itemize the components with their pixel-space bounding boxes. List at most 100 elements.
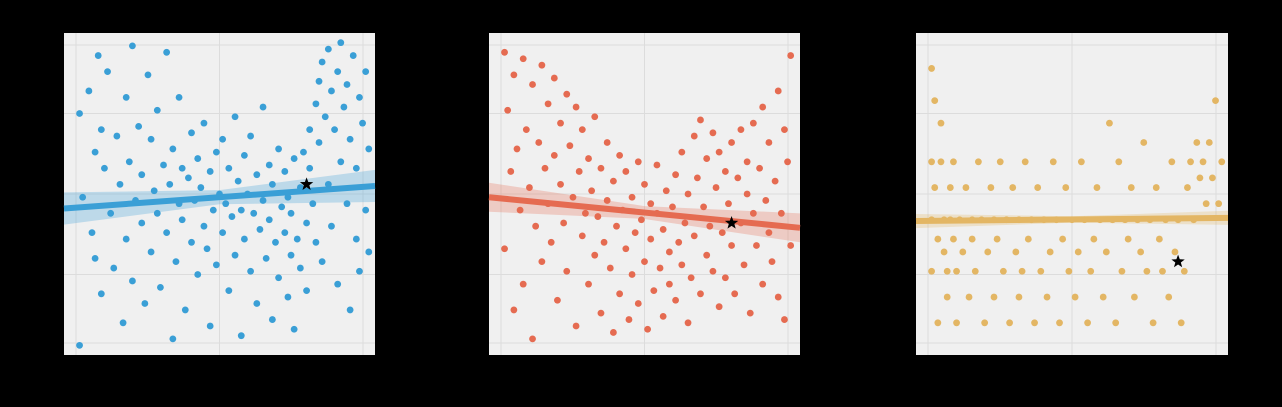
data-point xyxy=(181,306,189,314)
data-point xyxy=(550,151,558,159)
data-point xyxy=(157,283,164,291)
data-point xyxy=(510,71,518,79)
data-point xyxy=(984,248,992,256)
data-point xyxy=(315,139,323,146)
data-point xyxy=(318,58,326,66)
data-point xyxy=(501,48,508,56)
data-point xyxy=(290,325,298,333)
data-point xyxy=(206,322,214,330)
data-point xyxy=(104,68,111,76)
data-point xyxy=(510,306,518,314)
data-point xyxy=(352,164,360,172)
data-point xyxy=(1021,158,1029,166)
data-point xyxy=(188,238,195,246)
data-point xyxy=(290,155,298,162)
data-point xyxy=(1102,248,1110,256)
data-point xyxy=(993,235,1001,243)
data-point xyxy=(144,71,152,79)
data-point xyxy=(324,45,332,53)
data-point xyxy=(637,216,645,224)
data-point xyxy=(765,139,773,146)
data-point xyxy=(318,258,326,266)
data-point xyxy=(659,312,667,320)
data-point xyxy=(1202,200,1210,208)
data-point xyxy=(247,267,255,275)
data-point xyxy=(287,209,295,217)
data-point xyxy=(129,42,136,50)
data-point xyxy=(113,132,121,140)
data-point xyxy=(749,209,757,217)
data-point xyxy=(293,235,301,243)
data-point xyxy=(281,168,289,175)
data-point xyxy=(721,274,729,282)
data-point xyxy=(262,255,270,262)
data-point xyxy=(79,193,87,201)
data-point xyxy=(1056,319,1063,327)
data-point xyxy=(1093,184,1101,191)
data-point xyxy=(597,164,605,172)
data-point xyxy=(1074,248,1082,256)
data-point xyxy=(572,103,580,111)
data-point xyxy=(197,184,205,191)
data-point xyxy=(697,116,704,124)
data-point xyxy=(147,248,155,256)
data-point xyxy=(950,235,957,243)
data-point xyxy=(628,193,636,201)
data-point xyxy=(1018,267,1026,275)
data-point xyxy=(331,126,338,133)
data-point xyxy=(1184,184,1191,191)
data-point xyxy=(687,274,695,282)
data-point xyxy=(566,142,574,150)
data-point xyxy=(999,267,1007,275)
data-point xyxy=(544,100,552,108)
data-point xyxy=(678,148,686,156)
data-point xyxy=(631,229,639,237)
data-point xyxy=(1212,97,1219,105)
data-point xyxy=(1124,235,1132,243)
data-point xyxy=(975,158,982,166)
data-point xyxy=(774,87,782,95)
data-point xyxy=(777,209,785,217)
data-point xyxy=(578,126,586,133)
data-point xyxy=(610,329,617,336)
data-point xyxy=(1024,235,1032,243)
data-point xyxy=(1193,139,1201,146)
data-point xyxy=(709,267,717,275)
data-point xyxy=(753,242,760,249)
data-point xyxy=(578,232,586,240)
data-point xyxy=(591,251,599,259)
data-point xyxy=(1149,319,1157,327)
data-point xyxy=(1077,158,1085,166)
data-point xyxy=(312,238,320,246)
data-point xyxy=(200,222,208,230)
data-point xyxy=(634,158,642,166)
data-point xyxy=(107,209,115,217)
data-point xyxy=(569,193,577,201)
data-point xyxy=(501,245,508,253)
data-point xyxy=(934,319,942,327)
data-point xyxy=(315,77,323,85)
data-point xyxy=(365,145,373,153)
data-point xyxy=(516,206,524,214)
data-point xyxy=(560,219,568,227)
data-point xyxy=(535,139,543,146)
data-point xyxy=(1127,184,1135,191)
data-point xyxy=(172,258,180,266)
data-point xyxy=(715,148,723,156)
data-point xyxy=(1062,184,1070,191)
data-point xyxy=(1155,235,1163,243)
data-point xyxy=(650,287,658,294)
data-point xyxy=(943,293,951,301)
data-point xyxy=(622,245,630,253)
data-point xyxy=(1177,319,1185,327)
data-point xyxy=(625,316,633,323)
trend-line xyxy=(63,182,376,212)
data-point xyxy=(594,213,602,220)
data-point xyxy=(771,177,779,185)
data-point xyxy=(582,209,589,217)
data-point xyxy=(237,206,245,214)
data-point xyxy=(591,113,599,121)
data-point xyxy=(715,303,723,311)
data-point xyxy=(101,164,108,172)
data-point xyxy=(312,100,320,108)
